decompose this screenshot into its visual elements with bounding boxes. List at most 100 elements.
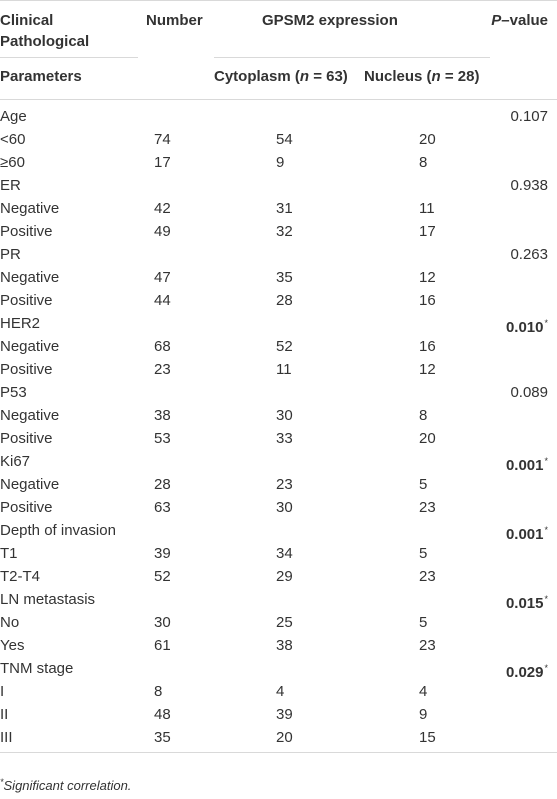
nucleus-cell: 11 (419, 200, 435, 217)
nucleus-cell: 15 (419, 729, 436, 746)
row-label: TNM stage (0, 660, 74, 677)
cytoplasm-cell: 31 (276, 200, 293, 217)
table-footnote: *Significant correlation. (0, 777, 131, 793)
number-cell: 48 (154, 706, 171, 723)
nucleus-cell: 23 (419, 568, 436, 585)
row-label: Negative (0, 407, 60, 424)
pvalue-significant: 0.015 (505, 595, 544, 612)
header-cytoplasm-n: n (299, 68, 310, 85)
nucleus-cell: 8 (419, 407, 428, 424)
cytoplasm-cell: 11 (276, 361, 292, 378)
footnote-text: Significant correlation. (3, 778, 132, 793)
table-row: Depth of invasion 0.001* (0, 519, 557, 543)
row-label: Positive (0, 430, 53, 447)
row-label: Negative (0, 269, 60, 286)
number-cell: 17 (154, 154, 171, 171)
header-number: Number (146, 12, 203, 29)
cytoplasm-cell: 4 (276, 683, 285, 700)
pvalue-significant: 0.029 (505, 664, 544, 681)
header-nucleus-count: = 28) (440, 68, 480, 85)
table-body: Age 0.107 <60 74 54 20 ≥60 17 9 8 ER 0.938 Negative 4… (0, 105, 557, 749)
cytoplasm-cell: 9 (276, 154, 285, 171)
number-cell: 28 (154, 476, 171, 493)
pvalue-cell: 0.001* (506, 519, 548, 546)
number-cell: 49 (154, 223, 171, 240)
pvalue-cell: 0.010* (506, 312, 548, 339)
row-label: Age (0, 108, 27, 125)
table-row: Yes 61 38 23 (0, 634, 557, 657)
table-row: HER2 0.010* (0, 312, 557, 336)
table-row: TNM stage 0.029* (0, 657, 557, 681)
cytoplasm-cell: 20 (276, 729, 293, 746)
number-cell: 42 (154, 200, 171, 217)
nucleus-cell: 16 (419, 338, 436, 355)
table-row: Positive 23 11 12 (0, 358, 557, 381)
pvalue-significant: 0.001 (505, 526, 544, 543)
pvalue-cell: 0.015* (506, 588, 548, 615)
number-cell: 39 (154, 545, 171, 562)
header-nucleus-label: Nucleus ( (364, 68, 432, 85)
table-row: Positive 44 28 16 (0, 289, 557, 312)
table-row: III 35 20 15 (0, 726, 557, 749)
row-label: ≥60 (0, 154, 25, 171)
table-row: Positive 63 30 23 (0, 496, 557, 519)
row-label: Positive (0, 499, 53, 516)
number-cell: 74 (154, 131, 171, 148)
number-cell: 44 (154, 292, 171, 309)
number-cell: 30 (154, 614, 171, 631)
table-row: Negative 68 52 16 (0, 335, 557, 358)
number-cell: 63 (154, 499, 171, 516)
nucleus-cell: 9 (419, 706, 428, 723)
footnote-marker: * (0, 777, 4, 787)
number-cell: 38 (154, 407, 171, 424)
cytoplasm-cell: 38 (276, 637, 293, 654)
nucleus-cell: 12 (419, 269, 436, 286)
row-label: HER2 (0, 315, 41, 332)
table-row: <60 74 54 20 (0, 128, 557, 151)
table-row: Negative 28 23 5 (0, 473, 557, 496)
number-cell: 8 (154, 683, 163, 700)
number-cell: 47 (154, 269, 171, 286)
significance-marker: * (544, 594, 548, 604)
cytoplasm-cell: 30 (276, 407, 293, 424)
table-row: ≥60 17 9 8 (0, 151, 557, 174)
header-group-rule (214, 57, 490, 58)
row-label: Positive (0, 223, 53, 240)
pvalue-cell: 0.107 (510, 108, 548, 125)
table-row: ER 0.938 (0, 174, 557, 197)
nucleus-cell: 20 (419, 131, 436, 148)
cytoplasm-cell: 23 (276, 476, 293, 493)
row-label: No (0, 614, 20, 631)
header-pvalue-rest: –value (501, 12, 548, 29)
table-row: P53 0.089 (0, 381, 557, 404)
header-cytoplasm-count: = 63) (309, 68, 348, 85)
header-nucleus-n: n (431, 68, 441, 85)
row-label: Depth of invasion (0, 522, 116, 539)
row-label: <60 (0, 131, 26, 148)
row-label: Positive (0, 292, 53, 309)
table-row: Age 0.107 (0, 105, 557, 128)
row-label: T1 (0, 545, 18, 562)
cytoplasm-cell: 33 (276, 430, 293, 447)
cytoplasm-cell: 34 (276, 545, 293, 562)
header-pvalue: P–value (491, 10, 548, 31)
table-row: Positive 53 33 20 (0, 427, 557, 450)
number-cell: 68 (154, 338, 171, 355)
row-label: LN metastasis (0, 591, 96, 608)
nucleus-cell: 4 (419, 683, 428, 700)
number-cell: 23 (154, 361, 171, 378)
table-row: T1 39 34 5 (0, 542, 557, 565)
nucleus-cell: 20 (419, 430, 436, 447)
table-row: Positive 49 32 17 (0, 220, 557, 243)
row-label: Positive (0, 361, 53, 378)
table-row: No 30 25 5 (0, 611, 557, 634)
row-label: I (0, 683, 5, 700)
cytoplasm-cell: 35 (276, 269, 293, 286)
significance-marker: * (544, 318, 548, 328)
row-label: Ki67 (0, 453, 31, 470)
header-pvalue-p: P (491, 12, 502, 29)
cytoplasm-cell: 54 (276, 131, 293, 148)
cytoplasm-cell: 30 (276, 499, 293, 516)
number-cell: 35 (154, 729, 171, 746)
number-cell: 61 (154, 637, 171, 654)
